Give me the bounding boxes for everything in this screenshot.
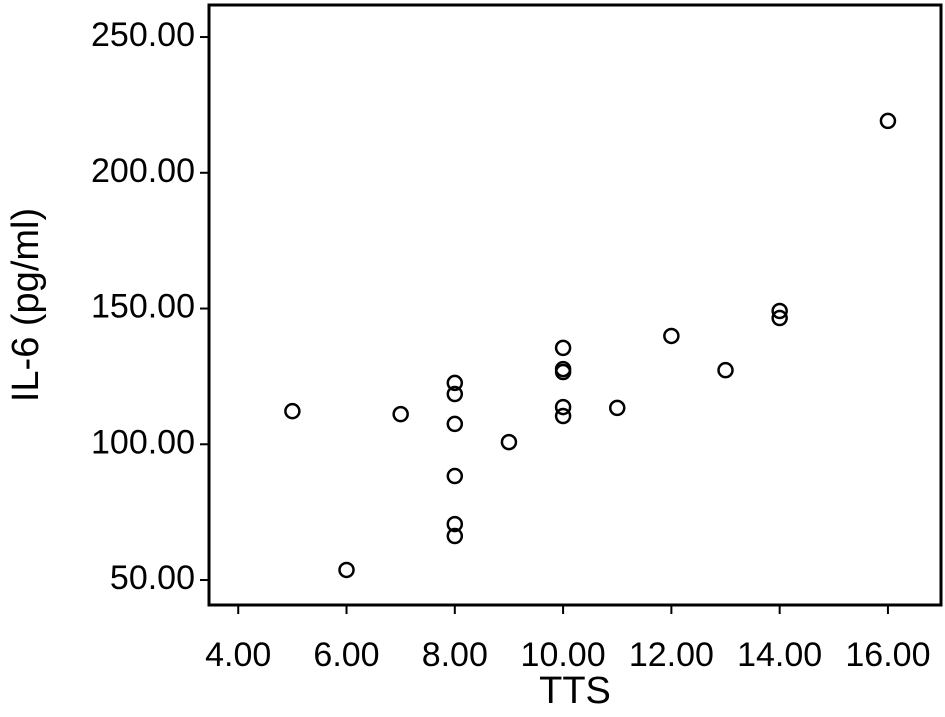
x-tick-label: 4.00 xyxy=(205,636,271,674)
point xyxy=(446,385,464,403)
point xyxy=(446,467,464,485)
point xyxy=(554,339,572,357)
point xyxy=(284,402,301,420)
point xyxy=(446,415,464,433)
point xyxy=(608,399,626,417)
point xyxy=(717,361,734,379)
x-tick-label: 10.00 xyxy=(521,636,606,674)
x-tick-label: 8.00 xyxy=(422,636,488,674)
x-tick-label: 16.00 xyxy=(845,636,930,674)
point xyxy=(554,398,572,416)
plot-frame xyxy=(207,3,943,607)
y-axis-title: IL-6 (pg/ml) xyxy=(5,208,47,402)
y-tick-label: 50.00 xyxy=(110,559,195,597)
point xyxy=(446,374,464,392)
x-axis-title: TTS xyxy=(539,670,611,712)
point xyxy=(392,405,409,423)
point xyxy=(554,363,572,381)
point xyxy=(554,407,572,425)
point xyxy=(663,327,680,345)
y-tick-label: 200.00 xyxy=(91,152,195,190)
y-tick-label: 100.00 xyxy=(91,423,195,461)
x-tick-label: 14.00 xyxy=(737,636,822,674)
point xyxy=(500,433,518,451)
x-tick-label: 6.00 xyxy=(313,636,379,674)
point xyxy=(338,561,355,579)
point xyxy=(771,302,788,320)
y-tick-label: 150.00 xyxy=(91,288,195,326)
point xyxy=(446,527,464,545)
point xyxy=(446,515,464,533)
point xyxy=(879,112,897,130)
point xyxy=(771,309,788,327)
x-tick-label: 12.00 xyxy=(629,636,714,674)
y-tick-label: 250.00 xyxy=(91,16,195,54)
